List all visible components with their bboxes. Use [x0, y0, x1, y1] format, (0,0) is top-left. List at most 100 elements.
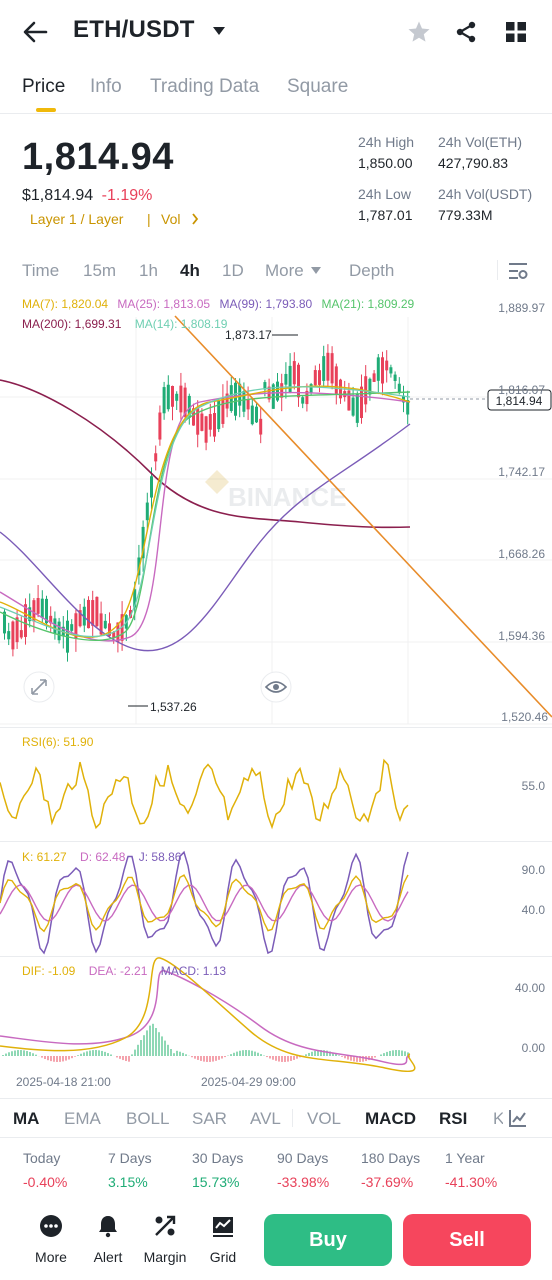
buy-button[interactable]: Buy	[264, 1214, 392, 1266]
macd-bar	[17, 1050, 19, 1056]
nav-more[interactable]: More	[24, 1214, 78, 1265]
tf-time[interactable]: Time	[22, 261, 60, 280]
perf-90d: 90 Days -33.98%	[277, 1150, 330, 1190]
ind-kdj[interactable]: K	[493, 1109, 505, 1128]
candle	[330, 353, 334, 384]
nav-margin[interactable]: Margin	[138, 1214, 192, 1265]
macd-bar	[344, 1056, 346, 1059]
macd-bar	[101, 1050, 103, 1056]
candle	[397, 383, 401, 394]
svg-text:BINANCE: BINANCE	[228, 482, 346, 512]
tab-square[interactable]: Square	[287, 76, 349, 97]
tf-1h[interactable]: 1h	[139, 261, 158, 280]
macd-bar	[50, 1056, 52, 1062]
macd-bar	[395, 1050, 397, 1056]
ind-vol[interactable]: VOL	[307, 1109, 342, 1128]
macd-bar	[254, 1051, 256, 1056]
macd-bar	[8, 1052, 10, 1056]
candle	[116, 622, 120, 642]
expand-icon[interactable]	[23, 671, 55, 703]
candlestick-chart[interactable]: BINANCE 1,814.94 1,873.17 1,537.26 1,889…	[0, 292, 552, 726]
ind-ema[interactable]: EMA	[64, 1109, 101, 1128]
rsi-y-label: 55.0	[522, 779, 546, 793]
macd-bar	[35, 1054, 37, 1056]
macd-bar	[179, 1051, 181, 1056]
candle	[166, 384, 170, 410]
macd-bar	[182, 1052, 184, 1056]
macd-bar	[272, 1056, 274, 1060]
candle	[234, 382, 237, 416]
nav-alert[interactable]: Alert	[81, 1214, 135, 1265]
candle	[255, 406, 258, 423]
tf-4h[interactable]: 4h	[180, 261, 200, 280]
macd-bar	[392, 1050, 394, 1056]
tf-depth[interactable]: Depth	[349, 261, 395, 280]
macd-bar	[230, 1054, 232, 1056]
indicator-settings-icon[interactable]	[509, 1109, 527, 1127]
last-price: 1,814.94	[22, 136, 174, 178]
ma14-legend: MA(14): 1,808.19	[134, 317, 228, 331]
macd-chart[interactable]: 40.00 0.00	[0, 956, 552, 1072]
back-arrow-icon[interactable]	[22, 20, 48, 44]
macd-y-label-2: 0.00	[522, 1041, 546, 1055]
y-label-6: 1,520.46	[501, 710, 548, 724]
candle	[322, 356, 326, 381]
tab-info[interactable]: Info	[90, 76, 122, 97]
macd-bar	[68, 1056, 70, 1060]
candle	[213, 413, 216, 437]
candle	[246, 399, 250, 410]
indicator-settings[interactable]	[503, 1099, 552, 1137]
macd-bar	[140, 1040, 142, 1056]
macd-bar	[266, 1056, 268, 1058]
pair-title[interactable]: ETH/USDT	[73, 16, 195, 43]
tab-price[interactable]: Price	[22, 76, 66, 97]
candle	[318, 370, 321, 385]
tf-15m[interactable]: 15m	[83, 261, 117, 280]
rsi-legend: RSI(6): 51.90	[22, 735, 94, 749]
macd-bar	[215, 1056, 217, 1061]
ind-ma[interactable]: MA	[13, 1109, 40, 1128]
grid-icon[interactable]	[505, 21, 527, 43]
candle	[49, 615, 53, 624]
ma-legend-row-1: MA(7): 1,820.04 MA(25): 1,813.05 MA(99):…	[22, 297, 414, 311]
candle	[280, 383, 284, 398]
y-label-4: 1,668.26	[498, 547, 545, 561]
tf-more[interactable]: More	[265, 261, 304, 280]
macd-bar	[119, 1056, 121, 1059]
macd-bar	[23, 1050, 25, 1056]
chevron-right-icon[interactable]	[191, 213, 199, 225]
share-icon[interactable]	[454, 20, 478, 44]
nav-grid[interactable]: Grid	[196, 1214, 250, 1265]
candle	[87, 599, 90, 629]
high-marker: 1,873.17	[225, 328, 272, 342]
candle	[393, 374, 397, 381]
chart-settings-icon[interactable]	[508, 262, 528, 280]
ind-sar[interactable]: SAR	[192, 1109, 227, 1128]
macd-bar	[290, 1056, 292, 1061]
rsi-chart[interactable]: 55.0	[0, 727, 552, 840]
ind-boll[interactable]: BOLL	[126, 1109, 170, 1128]
perf-30d: 30 Days 15.73%	[192, 1150, 244, 1190]
category-tag[interactable]: Layer 1 / Layer	[30, 211, 124, 227]
macd-bar	[350, 1056, 352, 1061]
kdj-chart[interactable]: 90.0 40.0	[0, 841, 552, 955]
star-icon[interactable]	[407, 20, 431, 44]
candle	[204, 416, 208, 443]
macd-bar	[329, 1051, 331, 1056]
macd-bar	[44, 1056, 46, 1060]
tf-1d[interactable]: 1D	[222, 261, 244, 280]
sell-button[interactable]: Sell	[403, 1214, 531, 1266]
ind-avl[interactable]: AVL	[250, 1109, 281, 1128]
candle	[221, 397, 225, 424]
tab-trading-data[interactable]: Trading Data	[150, 76, 260, 97]
candle	[112, 632, 116, 639]
macd-bar	[41, 1056, 43, 1058]
eye-icon[interactable]	[260, 671, 292, 703]
candle	[372, 373, 376, 382]
macd-bar	[137, 1044, 139, 1056]
ind-macd[interactable]: MACD	[365, 1109, 416, 1128]
caret-down-icon[interactable]	[212, 26, 226, 36]
vol-tag[interactable]: Vol	[161, 211, 181, 227]
candle	[19, 630, 23, 638]
ind-rsi[interactable]: RSI	[439, 1109, 468, 1128]
